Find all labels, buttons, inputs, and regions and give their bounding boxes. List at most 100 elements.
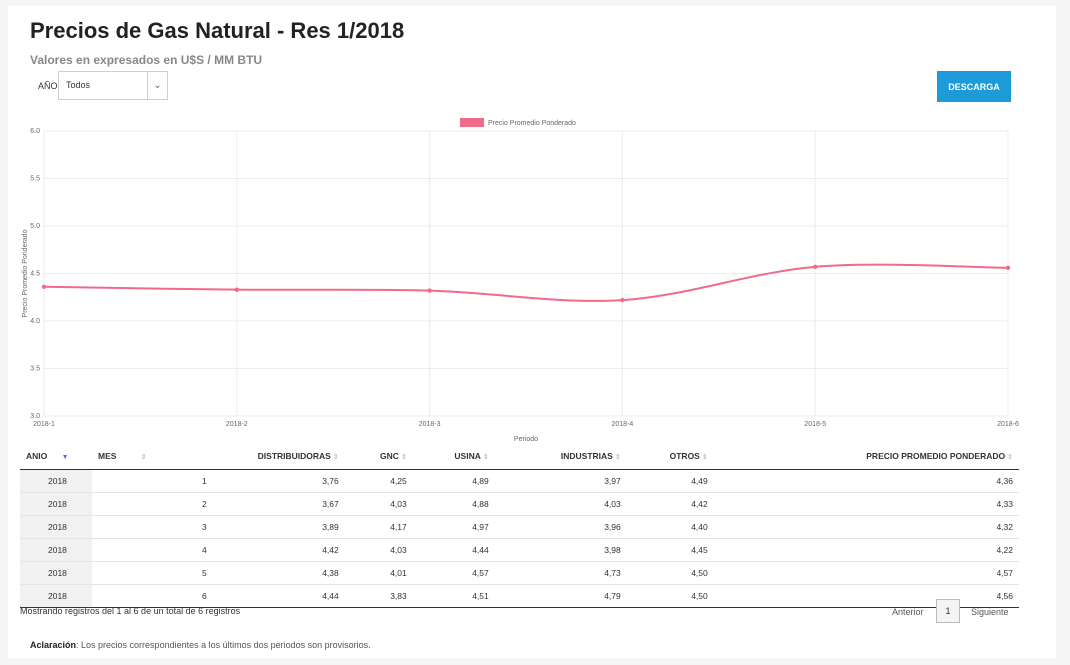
pagination-page-button[interactable]: 1 xyxy=(936,599,960,623)
table-cell: 3,96 xyxy=(494,515,627,539)
table-cell: 4,22 xyxy=(713,538,1019,562)
table-cell: 4,42 xyxy=(212,538,345,562)
table-cell: 2018 xyxy=(20,469,92,493)
table-cell: 3,98 xyxy=(494,538,627,562)
table-cell: 4,57 xyxy=(713,561,1019,585)
table-cell: 4,17 xyxy=(344,515,413,539)
content-card: Precios de Gas Natural - Res 1/2018 Valo… xyxy=(8,6,1056,658)
records-info: Mostrando registros del 1 al 6 de un tot… xyxy=(20,606,241,616)
data-point xyxy=(234,287,239,292)
table-cell: 4,45 xyxy=(626,538,714,562)
page-subtitle: Valores en expresados en U$S / MM BTU xyxy=(30,53,263,67)
col-header-industrias[interactable]: INDUSTRIAS ⇕ xyxy=(494,443,627,470)
price-line-chart: 3.0 3.5 4.0 4.5 5.0 5.5 6.0 2018-1 2018-2 2018-3 2… xyxy=(22,118,1019,443)
pagination-prev-button[interactable]: Anterior xyxy=(892,607,924,617)
table-cell: 4,57 xyxy=(412,561,495,585)
table-cell: 5 xyxy=(92,561,213,585)
y-tick-label: 5.5 xyxy=(30,176,40,183)
table-cell: 3 xyxy=(92,515,213,539)
table-cell: 4,03 xyxy=(344,492,413,516)
prices-table: ANIO ▼ MES ⇕ DISTRIBUIDORAS ⇕ GNC ⇕ USINA ⇕… xyxy=(20,443,1019,608)
x-axis-title: Periodo xyxy=(514,436,538,443)
table-cell: 4,51 xyxy=(412,584,495,608)
data-point xyxy=(41,284,47,289)
col-header-usina[interactable]: USINA ⇕ xyxy=(412,443,495,470)
table-cell: 4,03 xyxy=(344,538,413,562)
disclaimer-text: : Los precios correspondientes a los últ… xyxy=(76,640,371,650)
x-tick-label: 2018-1 xyxy=(33,421,55,428)
table-row: 2018 6 4,44 3,83 4,51 4,79 4,50 4,56 xyxy=(20,584,1019,608)
table-cell: 2018 xyxy=(20,584,92,608)
y-tick-label: 3.0 xyxy=(30,413,40,420)
table-cell: 4,38 xyxy=(212,561,345,585)
table-cell: 4,88 xyxy=(412,492,495,516)
table-cell: 4 xyxy=(92,538,213,562)
table-cell: 4,73 xyxy=(494,561,627,585)
col-header-gnc[interactable]: GNC ⇕ xyxy=(344,443,413,470)
col-header-mes[interactable]: MES ⇕ xyxy=(92,443,213,470)
table-cell: 2018 xyxy=(20,515,92,539)
data-point xyxy=(620,297,625,303)
legend-swatch xyxy=(460,118,484,127)
data-point xyxy=(427,288,432,293)
table-body: 2018 1 3,76 4,25 4,89 3,97 4,49 4,36 2018 2 3,67 4,… xyxy=(20,469,1019,608)
table-row: 2018 2 3,67 4,03 4,88 4,03 4,42 4,33 xyxy=(20,492,1019,516)
table-cell: 3,83 xyxy=(344,584,413,608)
y-tick-label: 4.0 xyxy=(30,318,40,325)
col-header-otros[interactable]: OTROS ⇕ xyxy=(626,443,714,470)
table-cell: 4,97 xyxy=(412,515,495,539)
chevron-down-icon[interactable]: ⌄ xyxy=(147,72,167,99)
col-header-distribuidoras[interactable]: DISTRIBUIDORAS ⇕ xyxy=(212,443,345,470)
data-point xyxy=(813,264,818,270)
table-cell: 4,56 xyxy=(713,584,1019,608)
x-tick-label: 2018-2 xyxy=(226,421,248,428)
year-select[interactable]: Todos ⌄ xyxy=(58,71,168,100)
table-cell: 4,42 xyxy=(626,492,714,516)
series-line xyxy=(43,263,1009,302)
table-cell: 4,01 xyxy=(344,561,413,585)
table-cell: 4,36 xyxy=(713,469,1019,493)
x-tick-label: 2018-4 xyxy=(612,421,634,428)
table-row: 2018 4 4,42 4,03 4,44 3,98 4,45 4,22 xyxy=(20,538,1019,562)
table-cell: 4,32 xyxy=(713,515,1019,539)
year-filter-label: AÑO xyxy=(38,81,58,91)
table-cell: 4,33 xyxy=(713,492,1019,516)
y-tick-label: 4.5 xyxy=(30,271,40,278)
y-axis-title: Precio Promedio Ponderado xyxy=(22,229,29,317)
table-cell: 4,49 xyxy=(626,469,714,493)
col-header-precio-promedio[interactable]: PRECIO PROMEDIO PONDERADO ⇕ xyxy=(713,443,1019,470)
y-tick-label: 3.5 xyxy=(30,366,40,373)
table-cell: 2018 xyxy=(20,492,92,516)
table-cell: 4,79 xyxy=(494,584,627,608)
x-tick-label: 2018-5 xyxy=(804,421,826,428)
disclaimer-label: Aclaración xyxy=(30,640,77,650)
table-cell: 2018 xyxy=(20,561,92,585)
legend-label: Precio Promedio Ponderado xyxy=(488,120,576,127)
table-cell: 3,89 xyxy=(212,515,345,539)
table-cell: 4,44 xyxy=(212,584,345,608)
table-cell: 4,03 xyxy=(494,492,627,516)
table-cell: 4,50 xyxy=(626,561,714,585)
table-row: 2018 3 3,89 4,17 4,97 3,96 4,40 4,32 xyxy=(20,515,1019,539)
table-cell: 2 xyxy=(92,492,213,516)
table-row: 2018 5 4,38 4,01 4,57 4,73 4,50 4,57 xyxy=(20,561,1019,585)
table-cell: 4,89 xyxy=(412,469,495,493)
table-cell: 4,40 xyxy=(626,515,714,539)
pagination-next-button[interactable]: Siguiente xyxy=(971,607,1009,617)
table-cell: 2018 xyxy=(20,538,92,562)
table-cell: 6 xyxy=(92,584,213,608)
y-tick-label: 6.0 xyxy=(30,128,40,135)
page-title: Precios de Gas Natural - Res 1/2018 xyxy=(30,18,405,43)
table-cell: 3,67 xyxy=(212,492,345,516)
table-header-row: ANIO ▼ MES ⇕ DISTRIBUIDORAS ⇕ GNC ⇕ USINA ⇕… xyxy=(20,443,1019,470)
download-button[interactable]: DESCARGA xyxy=(937,71,1011,102)
col-header-anio[interactable]: ANIO ▼ xyxy=(20,443,92,470)
table-cell: 1 xyxy=(92,469,213,493)
table-cell: 4,25 xyxy=(344,469,413,493)
y-tick-label: 5.0 xyxy=(30,223,40,230)
table-cell: 3,76 xyxy=(212,469,345,493)
x-tick-label: 2018-6 xyxy=(997,421,1019,428)
x-tick-label: 2018-3 xyxy=(419,421,441,428)
disclaimer-note: Aclaración: Los precios correspondientes… xyxy=(30,640,371,650)
